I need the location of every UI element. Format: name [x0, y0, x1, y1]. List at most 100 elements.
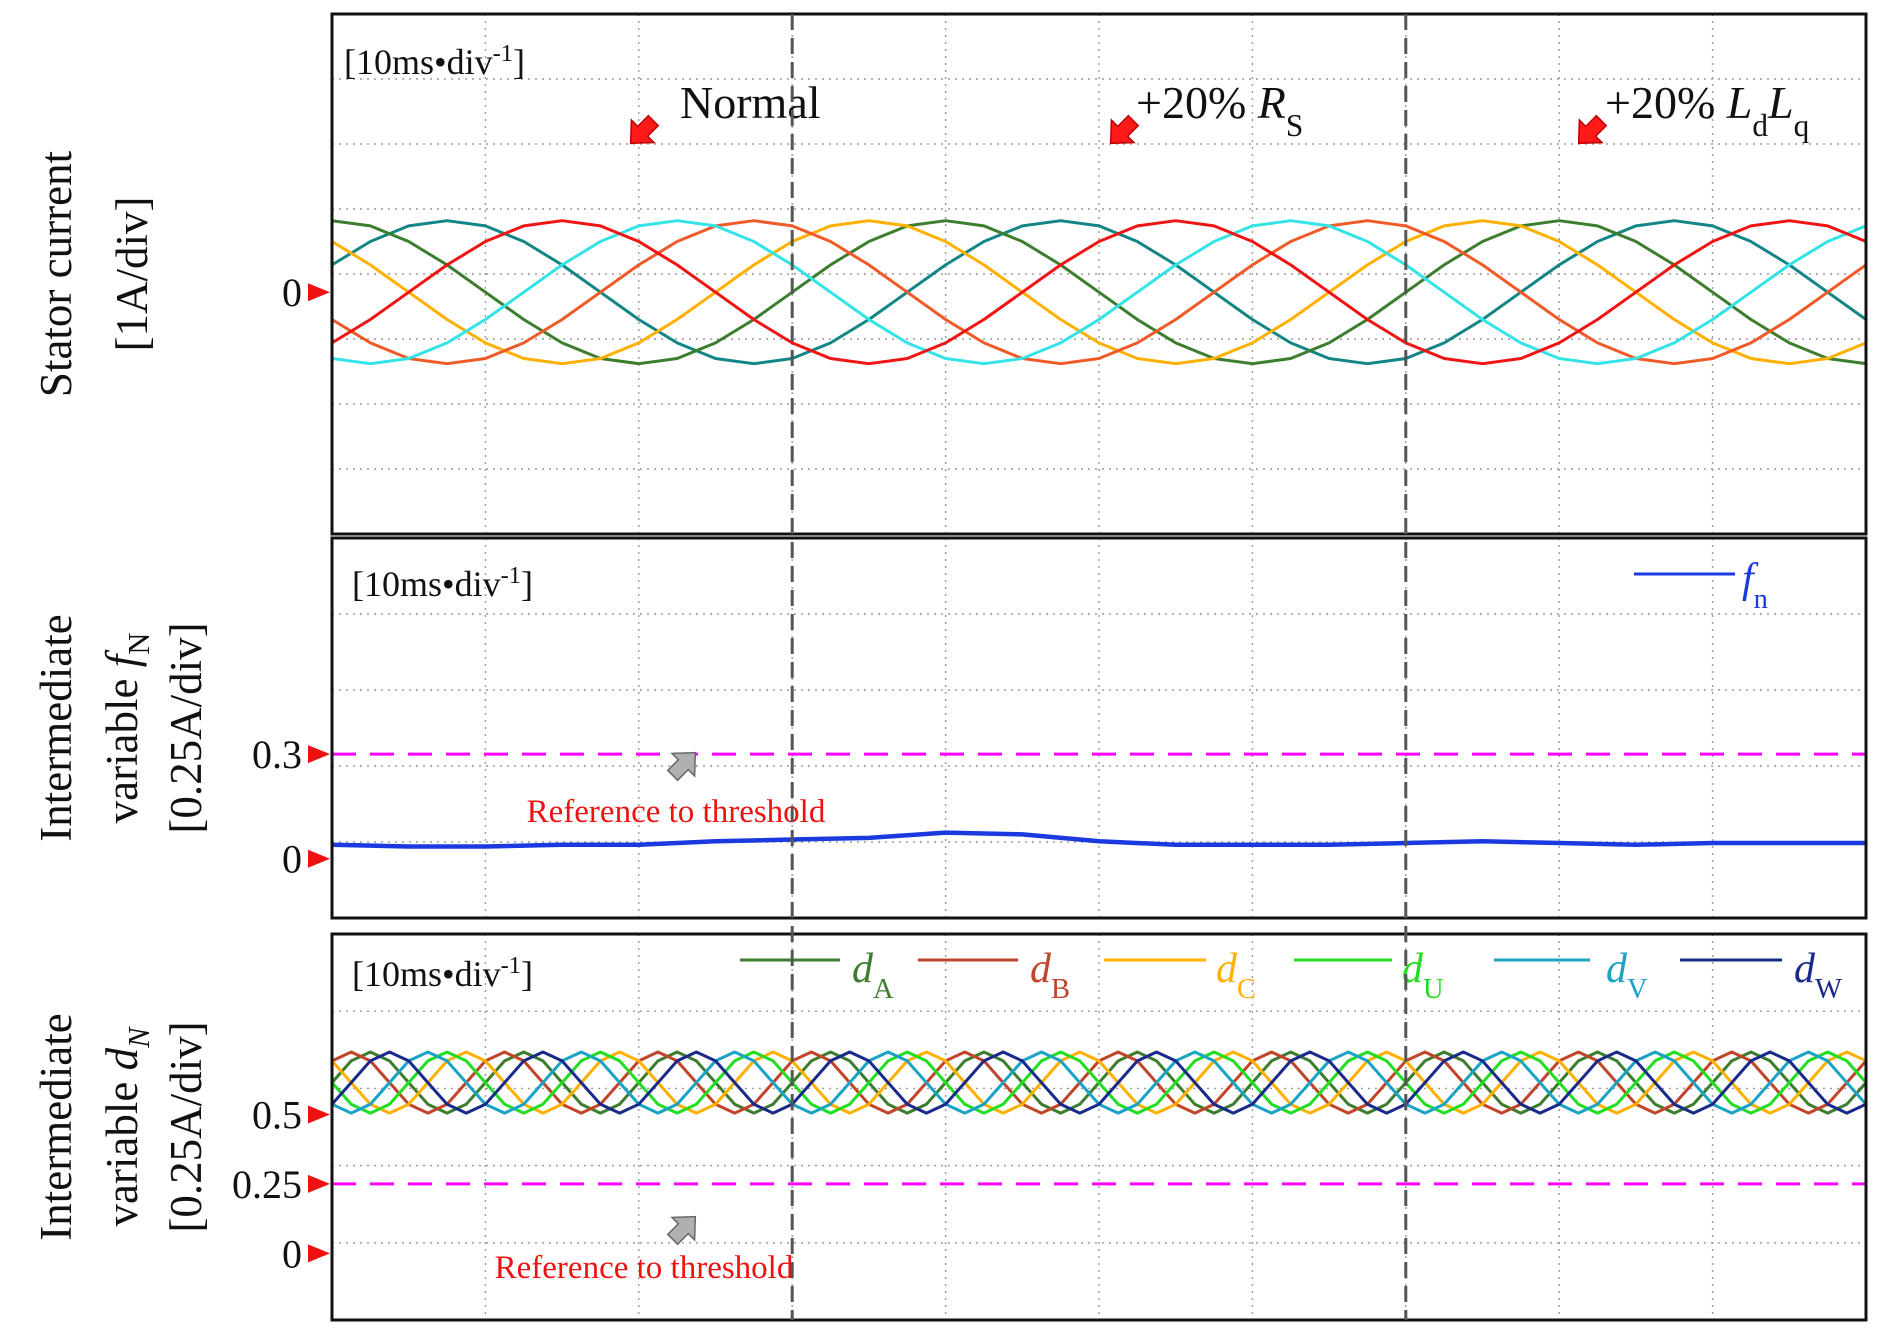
plot-area [332, 830, 1866, 849]
y-axis-title-part: [0.25A/div] [161, 622, 211, 833]
annotation-arrow [1109, 114, 1140, 145]
time-scale-part: -1 [493, 40, 513, 67]
y-axis-title: [0.25A/div] [161, 1021, 211, 1232]
legend-label-part: B [1051, 974, 1070, 1005]
y-axis-title-part: d [97, 1047, 147, 1070]
time-scale: [10ms•div-1] [352, 952, 533, 995]
series-line [332, 830, 1866, 849]
annotation-part: L [1767, 77, 1794, 128]
series-line [332, 219, 1866, 366]
y-axis-title-part: Intermediate [31, 1013, 81, 1240]
panel-border [330, 12, 1868, 536]
y-tick-label: 0 [282, 1231, 302, 1276]
legend-label-part: n [1754, 584, 1768, 615]
annotation-part: Normal [680, 77, 821, 128]
y-tick-label: 0.3 [252, 732, 302, 777]
y-axis-title-part: variable [97, 667, 147, 823]
y-tick-label: 0.5 [252, 1093, 302, 1138]
series-line [332, 219, 1866, 366]
annotation-part: S [1286, 108, 1303, 143]
y-axis-title-part: N [122, 633, 156, 655]
legend-label: dW [1794, 946, 1842, 1005]
annotation-part: +20% [1136, 77, 1258, 128]
legend-label: dV [1606, 946, 1648, 1005]
legend-label-part: V [1627, 974, 1648, 1005]
annotation-part: L [1726, 77, 1753, 128]
time-scale-part: [10ms•div [344, 42, 493, 82]
time-scale-part: -1 [501, 952, 521, 979]
y-axis-title-part: N [122, 1026, 156, 1049]
annotation-part: q [1794, 108, 1810, 143]
series-line [332, 1050, 1866, 1115]
legend-label-part: d [1402, 946, 1424, 992]
series-line [332, 1050, 1866, 1115]
time-scale-part: ] [513, 42, 525, 82]
series-line [332, 219, 1866, 366]
time-scale: [10ms•div-1] [352, 562, 533, 605]
legend-label-part: d [1030, 946, 1052, 992]
annotation-arrow [1577, 114, 1608, 145]
y-axis-title: Stator current [31, 150, 81, 397]
series-line [332, 1050, 1866, 1115]
time-scale-part: ] [521, 564, 533, 604]
series-line [332, 219, 1866, 366]
plot-area [332, 219, 1866, 366]
panel-border [330, 536, 1868, 920]
annotation-part: +20% [1605, 77, 1727, 128]
panel-border [330, 932, 1868, 1322]
y-axis-title: [1A/div] [107, 197, 157, 352]
legend-label: dC [1216, 946, 1256, 1005]
y-tick-marker [308, 745, 330, 764]
y-axis-title-part: [1A/div] [107, 197, 157, 352]
annotation-part: d [1752, 108, 1768, 143]
legend-label: dB [1030, 946, 1070, 1005]
reference-arrow [666, 751, 697, 782]
legend-label-part: d [1606, 946, 1628, 992]
legend-label-part: C [1237, 974, 1256, 1005]
time-scale-part: -1 [501, 562, 521, 589]
y-tick-label: 0 [282, 837, 302, 882]
plot-area [332, 1050, 1866, 1115]
annotation: +20% RS [1136, 77, 1303, 143]
series-line [332, 219, 1866, 366]
y-axis-title: [0.25A/div] [161, 622, 211, 833]
annotation-arrow [629, 114, 660, 145]
annotation: Normal [680, 77, 821, 128]
annotation-part: R [1257, 77, 1286, 128]
y-tick-label: 0.25 [232, 1162, 302, 1207]
legend-label-part: A [873, 974, 894, 1005]
y-axis-title: Intermediate [31, 614, 81, 841]
reference-label: Reference to threshold [495, 1250, 794, 1286]
y-axis-title-part: [0.25A/div] [161, 1021, 211, 1232]
y-tick-marker [308, 1244, 330, 1263]
legend-label-part: d [1794, 946, 1816, 992]
time-scale: [10ms•div-1] [344, 40, 525, 83]
y-axis-title-part: variable [97, 1070, 147, 1226]
y-tick-marker [308, 849, 330, 868]
legend-label-part: d [1216, 946, 1238, 992]
series-line [332, 219, 1866, 366]
time-scale-part: [10ms•div [352, 954, 501, 994]
y-tick-marker [308, 1174, 330, 1193]
y-tick-marker [308, 1105, 330, 1124]
annotation: +20% LdLq [1605, 77, 1810, 143]
y-axis-title: variable dN [97, 1026, 156, 1227]
y-axis-title-part: Stator current [31, 150, 81, 397]
y-axis-title: variable fN [97, 633, 156, 824]
legend-label-part: U [1423, 974, 1444, 1005]
legend-label: dA [852, 946, 894, 1005]
legend-label: dU [1402, 946, 1444, 1005]
y-tick-marker [308, 283, 330, 302]
time-scale-part: ] [521, 954, 533, 994]
time-scale-part: [10ms•div [352, 564, 501, 604]
legend-label-part: W [1815, 974, 1842, 1005]
y-axis-title-part: Intermediate [31, 614, 81, 841]
y-tick-label: 0 [282, 270, 302, 315]
reference-label: Reference to threshold [527, 794, 826, 830]
legend-label-part: d [852, 946, 874, 992]
y-axis-title: Intermediate [31, 1013, 81, 1240]
reference-arrow [666, 1215, 697, 1246]
